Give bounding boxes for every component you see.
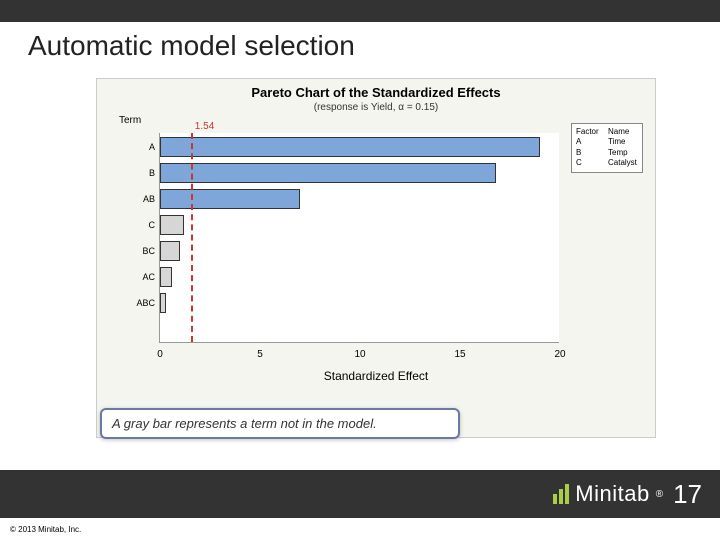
reference-line-label: 1.54 bbox=[195, 121, 214, 132]
logo-bars-icon bbox=[553, 484, 569, 504]
plot-area: 051015201.54 bbox=[159, 133, 559, 343]
x-tick-15: 15 bbox=[445, 349, 475, 360]
x-tick-10: 10 bbox=[345, 349, 375, 360]
x-axis-title: Standardized Effect bbox=[107, 369, 645, 383]
bar-abc bbox=[160, 293, 166, 313]
y-tick-c: C bbox=[107, 220, 155, 230]
y-tick-b: B bbox=[107, 168, 155, 178]
minitab-logo: Minitab ® 17 bbox=[553, 479, 702, 510]
slide-title: Automatic model selection bbox=[0, 22, 720, 62]
footer-bar: Minitab ® 17 bbox=[0, 470, 720, 518]
registered-mark-icon: ® bbox=[656, 489, 663, 500]
x-tick-0: 0 bbox=[145, 349, 175, 360]
y-axis-title: Term bbox=[119, 115, 141, 126]
y-tick-abc: ABC bbox=[107, 298, 155, 308]
chart-subtitle: (response is Yield, α = 0.15) bbox=[97, 100, 655, 113]
bar-ab bbox=[160, 189, 300, 209]
y-tick-ab: AB bbox=[107, 194, 155, 204]
y-tick-ac: AC bbox=[107, 272, 155, 282]
bar-a bbox=[160, 137, 540, 157]
chart-panel: Pareto Chart of the Standardized Effects… bbox=[96, 78, 656, 438]
chart-title: Pareto Chart of the Standardized Effects bbox=[97, 79, 655, 100]
bar-b bbox=[160, 163, 496, 183]
bar-bc bbox=[160, 241, 180, 261]
caption-callout: A gray bar represents a term not in the … bbox=[100, 408, 460, 439]
logo-text: Minitab bbox=[575, 481, 649, 507]
bar-c bbox=[160, 215, 184, 235]
y-tick-a: A bbox=[107, 142, 155, 152]
bar-ac bbox=[160, 267, 172, 287]
reference-line bbox=[191, 133, 193, 342]
logo-version: 17 bbox=[673, 479, 702, 510]
copyright-text: © 2013 Minitab, Inc. bbox=[6, 523, 85, 536]
plot-wrap: Term 051015201.54 ABABCBCACABC Standardi… bbox=[107, 121, 645, 389]
x-tick-5: 5 bbox=[245, 349, 275, 360]
y-tick-bc: BC bbox=[107, 246, 155, 256]
x-tick-20: 20 bbox=[545, 349, 575, 360]
top-bar bbox=[0, 0, 720, 22]
